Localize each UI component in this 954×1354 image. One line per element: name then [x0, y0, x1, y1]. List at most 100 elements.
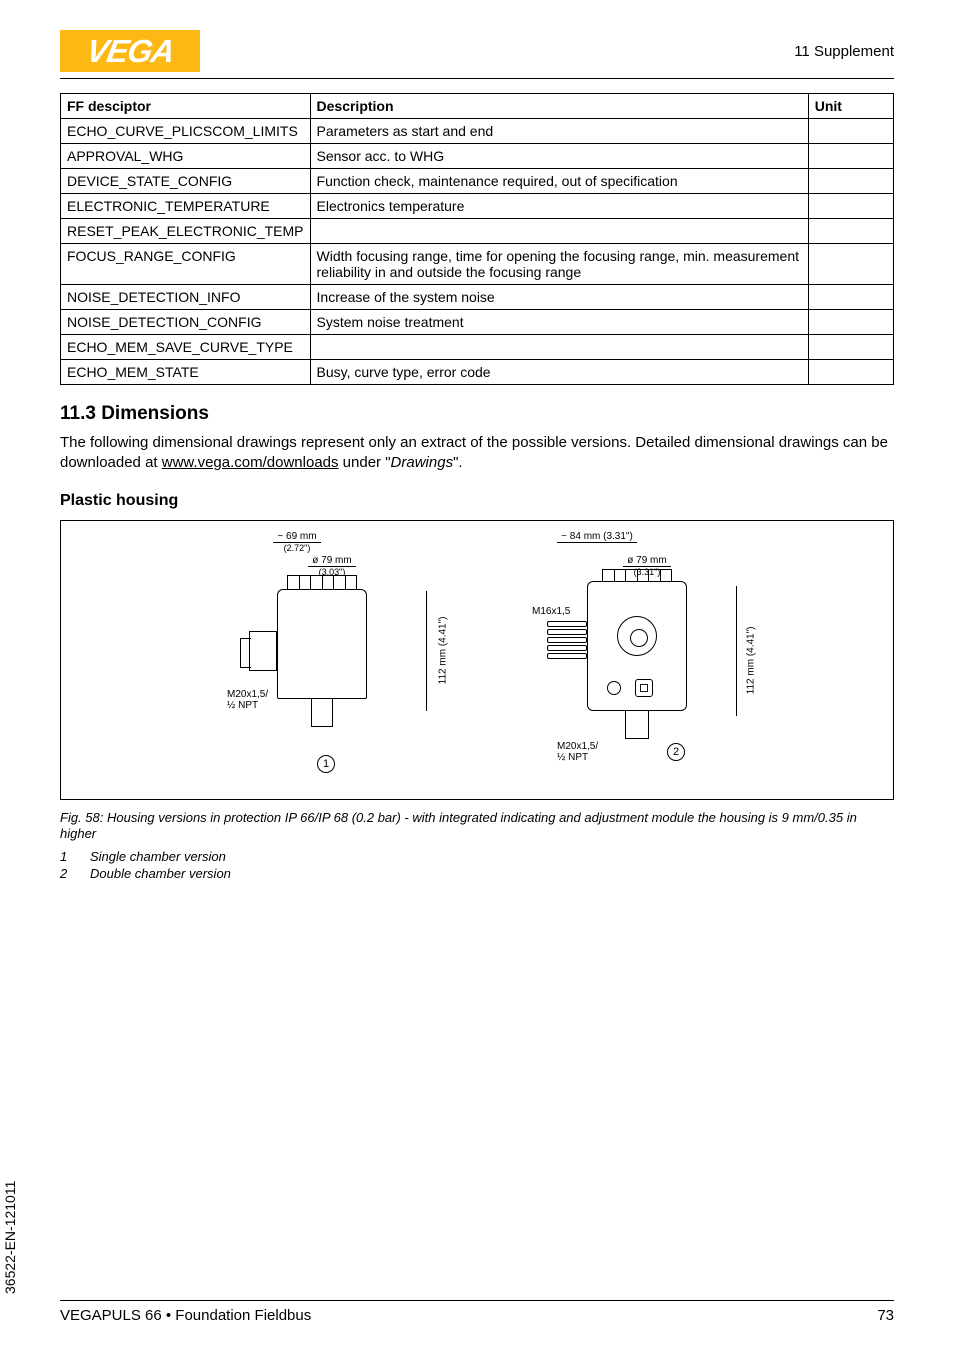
section-body: The following dimensional drawings repre…: [60, 433, 894, 474]
d2-bottom-stem: [625, 711, 649, 739]
d1-wtop: ~ 69 mm: [273, 531, 320, 543]
cell-desc: Width focusing range, time for opening t…: [310, 244, 808, 285]
table-row: NOISE_DETECTION_CONFIGSystem noise treat…: [61, 310, 894, 335]
drawing-1: ~ 69 mm (2.72") ø 79 mm (3.03") M20x1,5/…: [207, 531, 447, 781]
d1-m20-label: M20x1,5/ ½ NPT: [227, 689, 268, 711]
page-header: VEGA 11 Supplement: [60, 30, 894, 79]
legend-row: 2 Double chamber version: [60, 866, 894, 883]
d1-wtop-sub: (2.72"): [284, 543, 311, 553]
cell-unit: [808, 285, 893, 310]
body-drawings: Drawings: [391, 454, 454, 471]
th-unit: Unit: [808, 94, 893, 119]
logo-box: VEGA: [60, 30, 200, 72]
table-row: ELECTRONIC_TEMPERATUREElectronics temper…: [61, 194, 894, 219]
d1-m20a: M20x1,5/: [227, 689, 268, 700]
figure-caption: Fig. 58: Housing versions in protection …: [60, 810, 894, 844]
body-post: ".: [453, 454, 463, 471]
d2-m16-label: M16x1,5: [532, 606, 570, 617]
cell-ff: NOISE_DETECTION_CONFIG: [61, 310, 311, 335]
cell-unit: [808, 360, 893, 385]
d1-housing-body: [277, 589, 367, 699]
table-row: FOCUS_RANGE_CONFIGWidth focusing range, …: [61, 244, 894, 285]
cell-ff: DEVICE_STATE_CONFIG: [61, 169, 311, 194]
d2-circle-num: 2: [667, 743, 685, 761]
table-header-row: FF desciptor Description Unit: [61, 94, 894, 119]
d2-m20b: ½ NPT: [557, 752, 588, 763]
cell-unit: [808, 310, 893, 335]
d1-width-top: ~ 69 mm (2.72"): [257, 531, 337, 554]
d2-height-line: [736, 586, 737, 716]
section-title: 11.3 Dimensions: [60, 403, 894, 425]
table-row: NOISE_DETECTION_INFOIncrease of the syst…: [61, 285, 894, 310]
table-row: DEVICE_STATE_CONFIGFunction check, maint…: [61, 169, 894, 194]
page-footer: VEGAPULS 66 • Foundation Fieldbus 73: [60, 1300, 894, 1324]
footer-left: VEGAPULS 66 • Foundation Fieldbus: [60, 1307, 311, 1324]
table-row: ECHO_MEM_SAVE_CURVE_TYPE: [61, 335, 894, 360]
params-table: FF desciptor Description Unit ECHO_CURVE…: [60, 93, 894, 385]
d1-height-line: [426, 591, 427, 711]
d2-small-circle: [607, 681, 621, 695]
cell-ff: RESET_PEAK_ELECTRONIC_TEMP: [61, 219, 311, 244]
figure-box: ~ 69 mm (2.72") ø 79 mm (3.03") M20x1,5/…: [60, 520, 894, 800]
legend-text: Double chamber version: [90, 866, 231, 883]
cell-desc: Electronics temperature: [310, 194, 808, 219]
cell-desc: Function check, maintenance required, ou…: [310, 169, 808, 194]
d1-height-text: 112 mm (4.41"): [438, 616, 449, 684]
table-body: ECHO_CURVE_PLICSCOM_LIMITSParameters as …: [61, 119, 894, 385]
body-mid: under ": [339, 454, 391, 471]
d2-side-stack: [547, 621, 587, 661]
cell-unit: [808, 169, 893, 194]
d2-w2: ø 79 mm: [623, 555, 670, 567]
d2-m20a: M20x1,5/: [557, 741, 598, 752]
d1-m20b: ½ NPT: [227, 700, 258, 711]
d2-wtop: ~ 84 mm (3.31"): [557, 531, 637, 543]
cell-ff: ECHO_CURVE_PLICSCOM_LIMITS: [61, 119, 311, 144]
cell-ff: NOISE_DETECTION_INFO: [61, 285, 311, 310]
cell-unit: [808, 335, 893, 360]
cell-unit: [808, 144, 893, 169]
d2-inner-ring: [617, 616, 657, 656]
legend-num: 1: [60, 849, 72, 866]
d2-width-top: ~ 84 mm (3.31"): [537, 531, 657, 543]
d1-w2: ø 79 mm: [308, 555, 355, 567]
d1-bottom-stem: [311, 699, 333, 727]
body-link[interactable]: www.vega.com/downloads: [162, 454, 339, 471]
header-section: 11 Supplement: [794, 43, 894, 60]
cell-desc: [310, 335, 808, 360]
cell-desc: [310, 219, 808, 244]
th-ff: FF desciptor: [61, 94, 311, 119]
cell-ff: ECHO_MEM_STATE: [61, 360, 311, 385]
logo: VEGA: [60, 30, 200, 72]
d1-side-connector: [249, 631, 277, 671]
cell-unit: [808, 219, 893, 244]
d2-small-square: [635, 679, 653, 697]
cell-ff: APPROVAL_WHG: [61, 144, 311, 169]
table-row: APPROVAL_WHGSensor acc. to WHG: [61, 144, 894, 169]
d2-height-text: 112 mm (4.41"): [746, 626, 757, 694]
table-row: RESET_PEAK_ELECTRONIC_TEMP: [61, 219, 894, 244]
cell-desc: Sensor acc. to WHG: [310, 144, 808, 169]
cell-unit: [808, 119, 893, 144]
cell-desc: System noise treatment: [310, 310, 808, 335]
table-row: ECHO_MEM_STATEBusy, curve type, error co…: [61, 360, 894, 385]
th-desc: Description: [310, 94, 808, 119]
legend-text: Single chamber version: [90, 849, 226, 866]
cell-desc: Busy, curve type, error code: [310, 360, 808, 385]
cell-ff: ECHO_MEM_SAVE_CURVE_TYPE: [61, 335, 311, 360]
subsection-title: Plastic housing: [60, 492, 894, 510]
legend-row: 1 Single chamber version: [60, 849, 894, 866]
cell-unit: [808, 244, 893, 285]
figure-legend: 1 Single chamber version 2 Double chamber v…: [60, 849, 894, 883]
drawing-2: ~ 84 mm (3.31") ø 79 mm (3.31") M16x1,5 …: [507, 531, 747, 781]
d2-m20-label: M20x1,5/ ½ NPT: [557, 741, 598, 763]
doc-code: 36522-EN-121011: [2, 1181, 18, 1294]
table-row: ECHO_CURVE_PLICSCOM_LIMITSParameters as …: [61, 119, 894, 144]
cell-desc: Parameters as start and end: [310, 119, 808, 144]
cell-ff: ELECTRONIC_TEMPERATURE: [61, 194, 311, 219]
cell-unit: [808, 194, 893, 219]
cell-ff: FOCUS_RANGE_CONFIG: [61, 244, 311, 285]
logo-text: VEGA: [83, 33, 176, 70]
legend-num: 2: [60, 866, 72, 883]
cell-desc: Increase of the system noise: [310, 285, 808, 310]
footer-right: 73: [877, 1307, 894, 1324]
